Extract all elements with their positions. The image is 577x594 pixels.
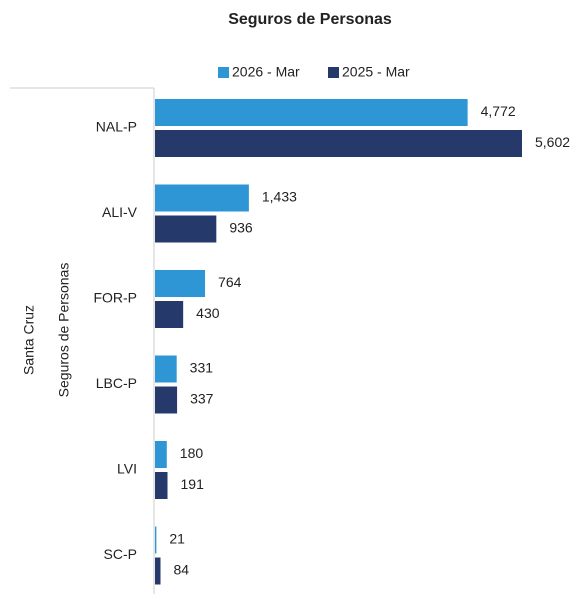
value-label: 430	[196, 305, 220, 321]
category-label: ALI-V	[102, 204, 138, 220]
bar	[155, 386, 178, 414]
value-label: 5,602	[535, 134, 570, 150]
bar	[155, 270, 206, 297]
category-label: FOR-P	[93, 290, 137, 306]
chart-title: Seguros de Personas	[228, 11, 392, 28]
bar	[155, 441, 167, 468]
legend-label: 2026 - Mar	[232, 64, 300, 80]
group-label: Seguros de Personas	[56, 263, 72, 398]
bar	[155, 215, 217, 243]
category-label: NAL-P	[96, 119, 137, 135]
value-label: 4,772	[481, 103, 516, 119]
bar	[155, 355, 177, 383]
legend-label: 2025 - Mar	[342, 64, 410, 80]
category-label: LVI	[117, 461, 137, 477]
legend-swatch	[218, 67, 229, 78]
bar	[155, 301, 184, 328]
bar	[155, 99, 468, 126]
value-label: 936	[229, 220, 253, 236]
value-label: 21	[169, 531, 185, 547]
bar	[155, 130, 522, 157]
value-label: 764	[218, 274, 242, 290]
category-label: LBC-P	[96, 375, 137, 391]
bar	[155, 184, 249, 212]
group-label: Santa Cruz	[21, 305, 37, 375]
bar	[155, 557, 161, 585]
value-label: 84	[174, 562, 190, 578]
value-label: 331	[190, 360, 214, 376]
bar	[155, 526, 157, 554]
legend-swatch	[328, 67, 339, 78]
bar	[155, 472, 168, 499]
value-label: 180	[180, 445, 204, 461]
value-label: 337	[190, 391, 214, 407]
value-label: 1,433	[262, 189, 297, 205]
category-label: SC-P	[104, 546, 137, 562]
value-label: 191	[181, 476, 205, 492]
